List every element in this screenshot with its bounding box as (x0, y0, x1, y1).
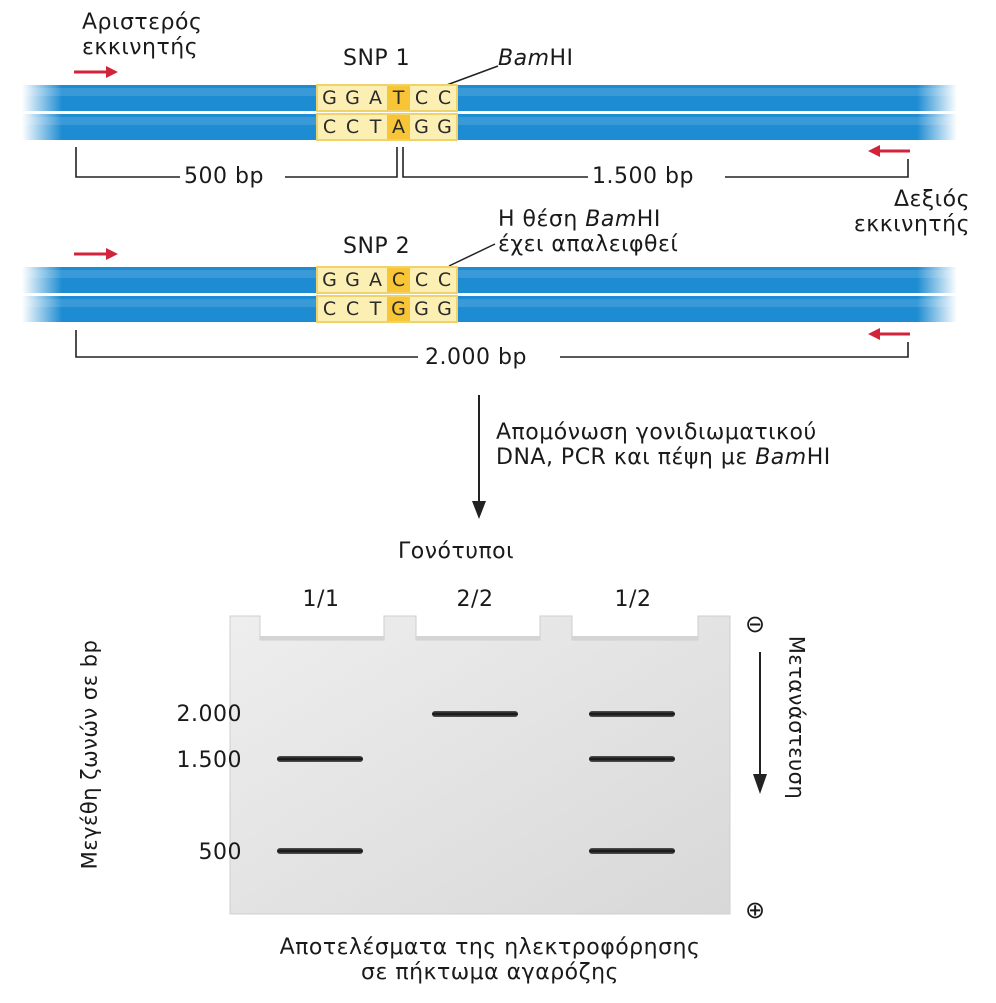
migration-arrow-icon (753, 652, 767, 794)
snp1-right-fragment: 1.500 bp (592, 164, 694, 189)
band-1-2-1500 (589, 756, 675, 762)
positive-electrode-icon: ⊕ (745, 896, 766, 924)
base: G (345, 269, 360, 291)
size-tick-2000: 2.000 (176, 702, 242, 727)
size-tick-1500: 1.500 (176, 748, 242, 773)
base: T (369, 298, 382, 320)
process-description: Απομόνωση γονιδιωματικού DNA, PCR και πέ… (496, 420, 831, 470)
right-primer-label: Δεξιός εκκινητής (853, 187, 970, 237)
snp1-site-pointer (443, 65, 499, 87)
snp1-top-sequence: G G A T C C (316, 84, 458, 112)
migration-label: Μετανάστευση (784, 635, 809, 800)
snp-base: G (387, 297, 410, 321)
size-tick-500: 500 (198, 840, 242, 865)
snp2-bottom-strand (22, 296, 957, 322)
snp1-left-fragment: 500 bp (184, 164, 264, 189)
base: C (437, 269, 452, 291)
snp1-top-strand (22, 85, 957, 111)
snp2-top-strand (22, 267, 957, 293)
base: C (345, 116, 360, 138)
negative-electrode-icon: ⊖ (745, 610, 766, 638)
base: A (369, 269, 382, 291)
base: G (322, 269, 337, 291)
snp2-fragment-bracket (75, 330, 909, 358)
genotypes-title: Γονότυποι (398, 539, 515, 564)
band-1-1-1500 (277, 756, 363, 762)
snp1-site-label: BamHI (498, 46, 574, 71)
base: C (322, 298, 337, 320)
lane-label-1-2: 1/2 (614, 587, 652, 612)
snp1-label: SNP 1 (343, 46, 411, 71)
base: G (414, 116, 429, 138)
left-primer-label: Αριστερός εκκινητής (82, 10, 203, 60)
band-1-2-2000 (589, 711, 675, 717)
snp2-note: Η θέση BamHI έχει απαλειφθεί (498, 207, 679, 257)
size-axis-label: Μεγέθη ζωνών σε bp (77, 639, 102, 870)
base: C (322, 116, 337, 138)
base: C (414, 87, 429, 109)
left-primer-arrow-icon (74, 66, 118, 78)
snp2-site-pointer (448, 243, 496, 267)
band-1-1-500 (277, 848, 363, 854)
base: G (345, 87, 360, 109)
base: T (369, 116, 382, 138)
snp2-top-sequence: G G A C C C (316, 266, 458, 294)
base: C (437, 87, 452, 109)
band-2-2-2000 (432, 711, 518, 717)
base: C (414, 269, 429, 291)
base: G (414, 298, 429, 320)
lane-label-2-2: 2/2 (456, 587, 494, 612)
snp1-bottom-sequence: C C T A G G (316, 113, 458, 141)
band-1-2-500 (589, 848, 675, 854)
process-arrow-icon (472, 395, 486, 519)
snp2-label: SNP 2 (343, 234, 411, 259)
snp2-bottom-sequence: C C T G G G (316, 295, 458, 323)
base: G (437, 298, 452, 320)
snp-base: A (387, 115, 410, 139)
snp-base: C (387, 268, 410, 292)
snp2-right-primer-arrow-icon (868, 328, 910, 340)
right-primer-arrow-icon (868, 145, 910, 157)
base: G (322, 87, 337, 109)
base: G (437, 116, 452, 138)
snp1-fragment-brackets (75, 147, 909, 178)
snp2-fragment: 2.000 bp (425, 345, 527, 370)
lane-label-1-1: 1/1 (302, 587, 340, 612)
snp2-left-primer-arrow-icon (74, 248, 118, 260)
base: A (369, 87, 382, 109)
snp-base: T (387, 86, 410, 110)
base: C (345, 298, 360, 320)
gel-caption: Αποτελέσματα της ηλεκτροφόρησης σε πήκτω… (279, 935, 701, 985)
snp1-bottom-strand (22, 114, 957, 140)
agarose-gel (229, 615, 731, 915)
